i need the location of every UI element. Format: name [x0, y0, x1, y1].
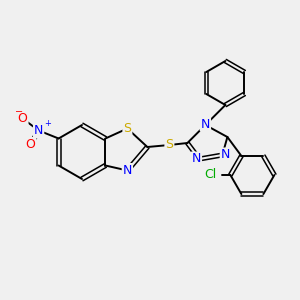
Text: S: S [165, 139, 173, 152]
Text: −: − [15, 106, 23, 116]
Text: S: S [123, 122, 131, 135]
Text: N: N [34, 124, 43, 137]
Text: Cl: Cl [204, 169, 217, 182]
Text: +: + [45, 118, 52, 127]
Text: N: N [201, 118, 210, 130]
Text: N: N [123, 164, 132, 177]
Text: N: N [192, 152, 201, 166]
Text: O: O [18, 112, 28, 125]
Text: O: O [26, 138, 36, 151]
Text: N: N [221, 148, 230, 161]
